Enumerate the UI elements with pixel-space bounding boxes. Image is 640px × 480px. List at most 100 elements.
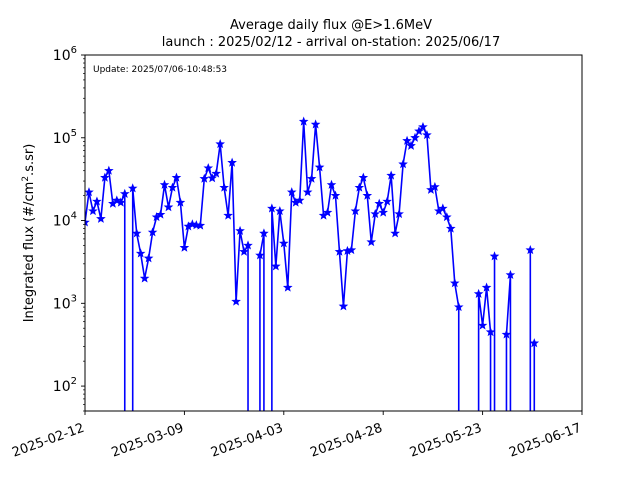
data-point-marker: [453, 302, 464, 312]
data-point-marker: [104, 165, 114, 175]
data-point-marker: [362, 190, 373, 200]
series-layer: [85, 116, 540, 411]
data-point-marker: [402, 135, 412, 145]
data-point-marker: [267, 203, 277, 213]
data-point-marker: [374, 198, 385, 208]
data-point-marker: [279, 238, 289, 248]
data-point-marker: [306, 173, 317, 183]
y-tick-label: 106: [53, 45, 77, 64]
data-point-marker: [119, 188, 130, 198]
data-point-marker: [143, 253, 154, 263]
data-point-marker: [223, 210, 233, 220]
data-point-marker: [418, 121, 428, 132]
data-point-marker: [127, 183, 138, 193]
data-point-marker: [366, 236, 377, 247]
x-tick-label: 2025-04-03: [209, 421, 285, 461]
data-point-marker: [438, 203, 448, 213]
y-axis-label-rest: .s.sr): [22, 144, 37, 176]
y-tick-base: 10: [53, 131, 71, 147]
data-point-marker: [414, 126, 424, 136]
y-tick-exponent: 4: [71, 211, 77, 222]
data-point-marker: [203, 163, 214, 173]
data-point-marker: [354, 182, 365, 192]
y-tick-base: 10: [53, 48, 71, 64]
x-axis: 2025-02-12 2025-03-09 2025-04-03 2025-04-28…: [10, 411, 583, 461]
data-point-marker: [477, 320, 488, 330]
y-tick-exponent: 5: [71, 128, 77, 139]
data-point-marker: [243, 240, 253, 250]
data-point-marker: [330, 190, 341, 200]
data-point-marker: [100, 172, 110, 182]
data-point-marker: [96, 213, 106, 223]
data-point-marker: [211, 168, 221, 178]
y-tick-label: 105: [53, 128, 77, 147]
data-point-marker: [481, 282, 492, 292]
y-axis-label-base: Integrated flux (#/cm: [22, 182, 37, 323]
data-point-marker: [219, 182, 229, 192]
data-point-marker: [338, 301, 349, 311]
data-point-marker: [398, 159, 408, 169]
data-point-marker: [112, 195, 122, 205]
data-point-marker: [382, 196, 392, 206]
y-tick-base: 10: [53, 379, 71, 395]
data-point-marker: [275, 206, 285, 216]
data-point-marker: [159, 179, 170, 189]
data-point-marker: [85, 217, 90, 227]
data-point-marker: [135, 248, 146, 258]
y-tick-label: 103: [53, 293, 77, 312]
data-point-marker: [163, 202, 174, 212]
data-point-marker: [235, 225, 245, 235]
data-point-marker: [294, 195, 305, 205]
data-point-marker: [406, 140, 416, 150]
data-point-marker: [485, 326, 496, 337]
x-tick-label: 2025-04-28: [308, 421, 384, 461]
y-tick-exponent: 2: [71, 376, 77, 387]
data-point-marker: [505, 269, 516, 280]
y-tick-label: 104: [53, 211, 77, 230]
data-point-marker: [286, 187, 297, 197]
data-point-marker: [167, 182, 178, 192]
y-axis-label: Integrated flux (#/cm2.s.sr): [21, 144, 37, 323]
data-point-marker: [310, 119, 321, 129]
data-point-marker: [378, 207, 388, 217]
y-tick-exponent: 3: [71, 293, 77, 304]
data-point-marker: [115, 197, 126, 207]
data-point-marker: [529, 338, 540, 348]
data-point-marker: [179, 242, 190, 252]
data-point-marker: [239, 246, 249, 256]
data-point-marker: [282, 282, 293, 292]
data-point-marker: [446, 223, 456, 233]
x-tick-label: 2025-03-09: [110, 421, 186, 461]
data-point-marker: [390, 228, 400, 238]
data-point-marker: [525, 245, 536, 255]
data-point-marker: [346, 245, 357, 255]
data-point-marker: [175, 197, 186, 207]
data-point-marker: [131, 228, 142, 238]
data-point-marker: [358, 172, 369, 182]
update-annotation: Update: 2025/07/06-10:48:53: [93, 65, 227, 75]
x-tick-label: 2025-06-17: [507, 421, 583, 461]
data-point-marker: [442, 212, 452, 222]
data-point-marker: [231, 296, 241, 306]
data-point-marker: [449, 278, 460, 288]
plot-frame: [84, 54, 583, 412]
data-point-marker: [430, 181, 440, 191]
data-point-marker: [489, 251, 500, 261]
data-point-marker: [199, 173, 210, 183]
data-point-marker: [394, 208, 404, 219]
data-point-marker: [139, 273, 150, 283]
data-point-marker: [326, 179, 337, 189]
data-point-marker: [155, 209, 166, 219]
data-point-marker: [334, 246, 345, 256]
data-point-marker: [255, 250, 265, 260]
series-line: [85, 120, 536, 411]
data-point-marker: [88, 206, 98, 216]
data-point-marker: [207, 173, 218, 183]
data-point-marker: [92, 196, 102, 206]
chart-subtitle: launch : 2025/02/12 - arrival on-station…: [162, 35, 500, 50]
y-axis-label-superscript: 2: [21, 176, 31, 182]
data-point-marker: [386, 170, 396, 180]
data-point-marker: [259, 228, 269, 238]
data-point-marker: [410, 132, 420, 142]
data-point-marker: [473, 288, 484, 298]
